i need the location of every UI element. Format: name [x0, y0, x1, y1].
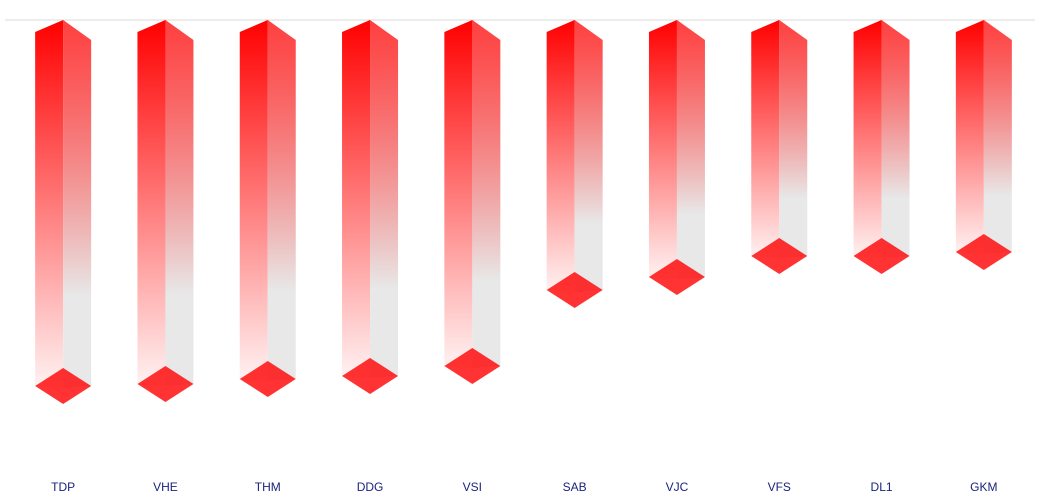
bar-cap: [137, 366, 194, 402]
bar-cap: [342, 358, 399, 394]
bar-side: [472, 20, 501, 368]
bar-side: [370, 20, 399, 378]
x-tick-label: TDP: [51, 480, 75, 494]
bar-front: [137, 20, 166, 386]
bar-side: [165, 20, 194, 386]
bar-cap: [955, 234, 1012, 270]
x-tick-label: VSI: [463, 480, 482, 494]
bar-side: [267, 20, 296, 381]
bar-cap: [444, 348, 501, 384]
bar-side: [676, 20, 705, 279]
bar-cap: [751, 238, 808, 274]
bar-cap: [35, 368, 92, 404]
bar-side: [779, 20, 808, 258]
bar-front: [648, 20, 677, 279]
bar-front: [853, 20, 882, 258]
x-tick-label: VHE: [153, 480, 178, 494]
bar-side: [983, 20, 1012, 254]
bar-cap: [853, 238, 910, 274]
bar-side: [881, 20, 910, 258]
x-tick-label: THM: [255, 480, 281, 494]
x-tick-label: SAB: [563, 480, 587, 494]
bar-front: [444, 20, 473, 368]
x-tick-label: DL1: [871, 480, 893, 494]
x-tick-label: VFS: [768, 480, 791, 494]
bar-cap: [239, 361, 296, 397]
bar-front: [342, 20, 371, 378]
bar-front: [35, 20, 64, 388]
bar-side: [63, 20, 92, 388]
bar-cap: [546, 272, 603, 308]
x-tick-label: GKM: [970, 480, 997, 494]
bar-front: [751, 20, 780, 258]
bar-front: [239, 20, 268, 381]
bar-front: [955, 20, 984, 254]
x-tick-label: DDG: [357, 480, 384, 494]
bar-side: [574, 20, 603, 292]
bar-front: [546, 20, 575, 292]
bar-cap: [648, 259, 705, 295]
x-tick-label: VJC: [666, 480, 689, 494]
